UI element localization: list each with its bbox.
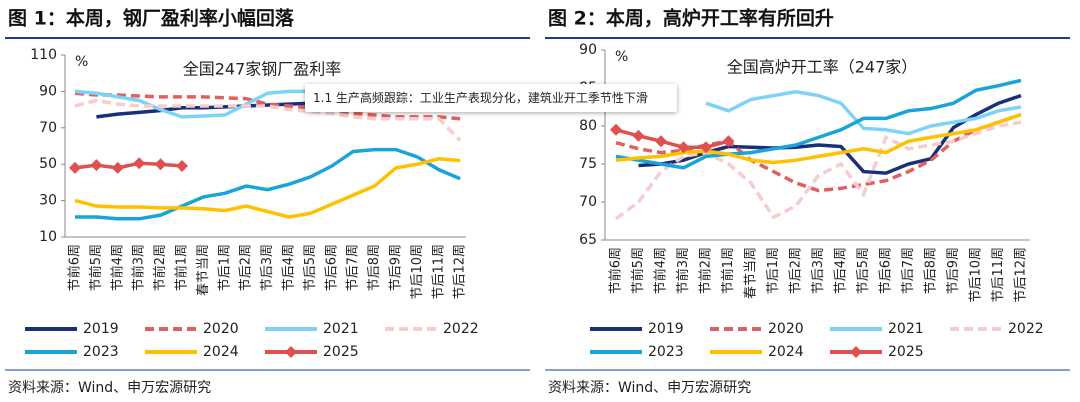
legend-label: 2022	[1008, 321, 1044, 337]
x-tick-label: 节后3周	[811, 247, 826, 294]
series-line	[614, 120, 1022, 221]
point	[677, 141, 690, 154]
x-tick-label: 节后1周	[217, 244, 232, 291]
point	[610, 123, 622, 136]
legend-label: 2025	[888, 344, 924, 360]
tooltip: 1.1 生产高频跟踪：工业生产表现分化，建筑业开工季节性下滑	[305, 84, 677, 112]
series-line	[74, 156, 461, 219]
x-tick-label: 春节当周	[196, 244, 211, 296]
series-line	[74, 91, 461, 121]
x-tick-label: 节前1周	[720, 247, 736, 294]
x-tick-label: 节后9周	[946, 247, 961, 294]
point	[655, 135, 667, 148]
x-tick-label: 节前3周	[675, 247, 691, 294]
x-tick-label: 节后8周	[367, 244, 382, 291]
x-tick-label: 节后2周	[239, 244, 254, 291]
legend-marker	[285, 346, 297, 358]
x-tick-label: 节前6周	[67, 244, 83, 291]
x-tick-label: 节后2周	[789, 247, 804, 294]
y-unit: %	[75, 54, 88, 70]
x-tick-label: 节前1周	[174, 244, 190, 291]
x-tick-label: 节前6周	[608, 247, 624, 294]
chart-title: 图 1：本周，钢厂盈利率小幅回落	[8, 7, 295, 30]
x-tick-label: 节后11周	[991, 247, 1006, 303]
y-tick-label: 70	[39, 120, 57, 136]
x-tick-label: 节前2周	[698, 247, 714, 294]
point	[90, 159, 103, 172]
y-tick-label: 75	[579, 156, 597, 172]
x-tick-label: 节后7周	[346, 244, 361, 291]
x-tick-label: 节前4周	[109, 244, 125, 291]
x-tick-label: 节后6周	[879, 247, 894, 294]
y-tick-label: 50	[39, 156, 57, 172]
y-tick-label: 65	[579, 232, 597, 248]
point	[133, 157, 146, 170]
series-line	[615, 128, 729, 150]
legend-label: 2023	[83, 344, 119, 360]
x-tick-label: 节后11周	[431, 244, 446, 300]
legend-label: 2025	[323, 344, 359, 360]
legend-label: 2020	[768, 321, 804, 337]
y-tick-label: 10	[39, 229, 57, 245]
x-tick-label: 节前5周	[88, 244, 104, 291]
legend-label: 2023	[648, 344, 684, 360]
point	[700, 141, 712, 154]
x-tick-label: 节后5周	[303, 244, 318, 291]
series-line	[638, 93, 1022, 175]
y-tick-label: 80	[579, 118, 597, 134]
point	[111, 161, 124, 174]
legend-marker	[850, 346, 862, 358]
point	[722, 135, 735, 148]
y-tick-label: 30	[39, 193, 57, 209]
x-tick-label: 春节当周	[744, 247, 759, 299]
x-tick-label: 节后6周	[324, 244, 339, 291]
point	[69, 161, 81, 174]
point	[632, 129, 645, 142]
x-tick-label: 节后5周	[856, 247, 871, 294]
y-unit: %	[615, 49, 628, 65]
legend-label: 2019	[83, 321, 119, 337]
legend-label: 2020	[203, 321, 239, 337]
x-tick-label: 节后7周	[901, 247, 916, 294]
y-tick-label: 90	[579, 42, 597, 58]
x-tick-label: 节后4周	[282, 244, 297, 291]
legend-label: 2024	[768, 344, 804, 360]
point	[154, 158, 167, 171]
series-line	[615, 78, 1022, 170]
source: 资料来源：Wind、申万宏源研究	[8, 380, 211, 396]
x-tick-label: 节后12周	[1014, 247, 1029, 303]
legend-label: 2022	[443, 321, 479, 337]
x-tick-label: 节后8周	[924, 247, 939, 294]
source: 资料来源：Wind、申万宏源研究	[548, 380, 751, 396]
x-tick-label: 节前2周	[152, 244, 168, 291]
x-tick-label: 节后1周	[766, 247, 781, 294]
series-line	[74, 98, 462, 142]
chart-title: 图 2：本周，高炉开工率有所回升	[548, 7, 834, 30]
x-tick-label: 节后3周	[260, 244, 275, 291]
x-tick-label: 节后4周	[834, 247, 849, 294]
point	[176, 160, 188, 173]
y-tick-label: 110	[30, 47, 57, 63]
x-tick-label: 节前4周	[653, 247, 669, 294]
series-line	[705, 90, 1022, 136]
legend-label: 2021	[888, 321, 924, 337]
x-tick-label: 节前3周	[131, 244, 147, 291]
legend-label: 2024	[203, 344, 239, 360]
legend-label: 2021	[323, 321, 359, 337]
x-tick-label: 节前5周	[630, 247, 646, 294]
y-tick-label: 90	[39, 83, 57, 99]
x-tick-label: 节后9周	[389, 244, 404, 291]
legend-label: 2019	[648, 321, 684, 337]
series-line	[75, 147, 461, 221]
x-tick-label: 节后10周	[410, 244, 425, 300]
y-tick-label: 70	[579, 194, 597, 210]
subtitle: 全国247家钢厂盈利率	[183, 60, 342, 79]
x-tick-label: 节后10周	[969, 247, 984, 303]
subtitle: 全国高炉开工率（247家）	[727, 58, 918, 77]
x-tick-label: 节后12周	[453, 244, 468, 300]
